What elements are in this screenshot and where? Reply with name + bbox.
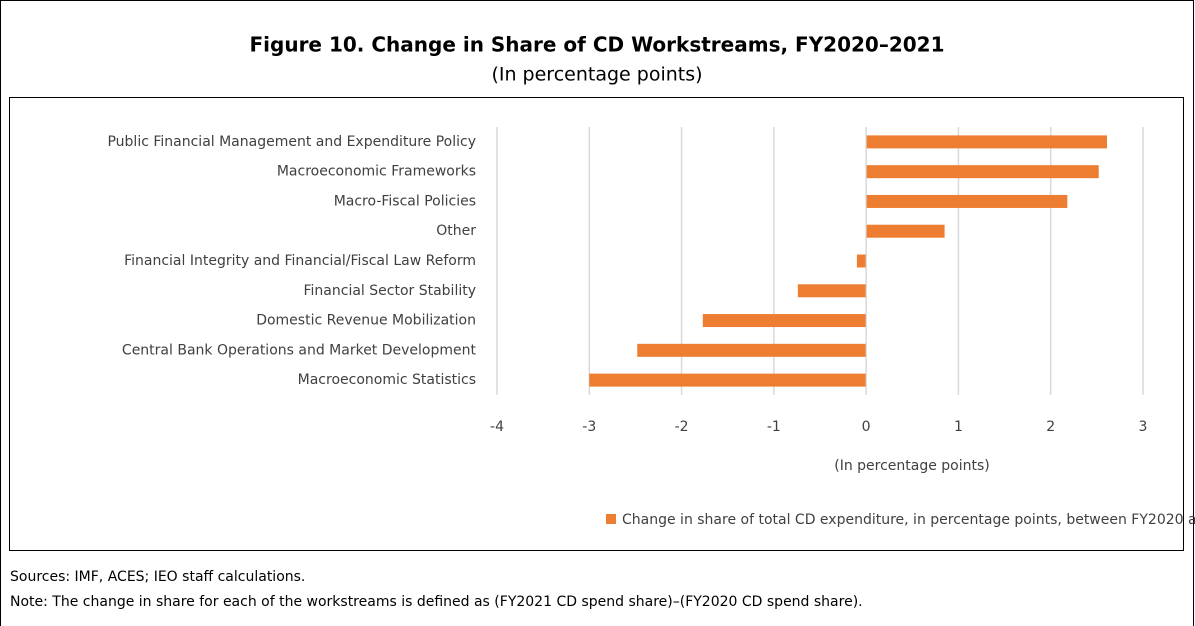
bar — [866, 224, 945, 238]
x-tick-label: 2 — [1046, 419, 1055, 435]
sources: Sources: IMF, ACES; IEO staff calculatio… — [10, 569, 305, 585]
chart-title: Figure 10. Change in Share of CD Workstr… — [250, 33, 945, 57]
chart-subtitle: (In percentage points) — [491, 64, 702, 86]
bar — [589, 373, 867, 387]
x-tick-label: -3 — [582, 419, 596, 435]
y-tick-label: Domestic Revenue Mobilization — [256, 313, 476, 329]
y-tick-label: Macro-Fiscal Policies — [334, 193, 476, 209]
bar — [856, 254, 867, 268]
bar — [866, 135, 1108, 149]
y-tick-label: Macroeconomic Frameworks — [277, 164, 476, 180]
y-tick-label: Central Bank Operations and Market Devel… — [122, 342, 477, 358]
y-tick-label: Public Financial Management and Expendit… — [107, 134, 476, 150]
bar — [866, 165, 1099, 179]
x-tick-label: -1 — [767, 419, 781, 435]
legend-label: Change in share of total CD expenditure,… — [622, 512, 1195, 528]
x-tick-label: -4 — [490, 419, 504, 435]
legend-swatch — [606, 514, 616, 524]
y-tick-label: Other — [436, 223, 476, 239]
x-tick-label: 3 — [1139, 419, 1148, 435]
x-tick-label: 0 — [862, 419, 871, 435]
bar — [797, 284, 867, 298]
x-tick-label: -2 — [675, 419, 689, 435]
x-tick-label: 1 — [954, 419, 963, 435]
y-tick-label: Financial Integrity and Financial/Fiscal… — [124, 253, 476, 269]
bar — [637, 343, 867, 357]
bar — [866, 194, 1068, 208]
bar — [702, 314, 867, 328]
y-tick-label: Macroeconomic Statistics — [298, 372, 476, 388]
y-tick-label: Financial Sector Stability — [304, 283, 477, 299]
x-axis-label: (In percentage points) — [834, 458, 990, 474]
note: Note: The change in share for each of th… — [10, 594, 863, 610]
